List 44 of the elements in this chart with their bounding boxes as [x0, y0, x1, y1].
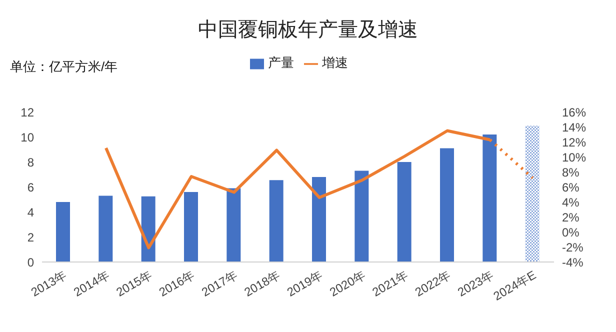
- bar: [56, 202, 70, 262]
- bar: [525, 126, 540, 262]
- y-axis-title: 单位：亿平方米/年: [10, 58, 118, 76]
- bar: [98, 196, 113, 262]
- bar: [312, 177, 326, 262]
- bar: [440, 148, 454, 262]
- y-tick-label: 6: [27, 180, 34, 194]
- bar: [226, 188, 241, 262]
- y-tick-label: 4: [27, 205, 34, 220]
- y2-tick-label: 16%: [562, 105, 586, 120]
- y-tick-label: 12: [20, 105, 34, 120]
- bar: [482, 134, 497, 262]
- y-tick-label: 8: [27, 155, 34, 170]
- x-tick-label: 2021年: [370, 268, 410, 300]
- y2-tick-label: 12%: [562, 135, 586, 150]
- y-tick-label: 10: [20, 130, 34, 144]
- bar: [354, 170, 369, 262]
- bar: [397, 162, 412, 262]
- x-tick-label: 2024年E: [490, 268, 538, 304]
- y2-tick-label: 4%: [562, 195, 580, 210]
- bar: [269, 180, 284, 262]
- legend-label: 增速: [322, 55, 348, 70]
- x-tick-label: 2018年: [242, 268, 282, 300]
- y2-tick-label: -2%: [562, 240, 584, 254]
- x-tick-label: 2015年: [114, 268, 154, 300]
- x-tick-label: 2022年: [412, 268, 454, 300]
- y2-tick-label: 10%: [562, 150, 586, 164]
- y2-tick-label: 6%: [562, 180, 580, 194]
- bar: [184, 192, 198, 262]
- y2-tick-label: -4%: [562, 255, 584, 270]
- y2-tick-label: 8%: [562, 165, 580, 180]
- legend-label: 产量: [268, 55, 294, 70]
- x-tick-label: 2013年: [28, 268, 70, 300]
- x-tick-label: 2014年: [71, 268, 112, 300]
- y-tick-label: 0: [27, 255, 34, 270]
- y2-tick-label: 0%: [562, 225, 580, 240]
- y2-tick-label: 2%: [562, 210, 580, 224]
- x-tick-label: 2019年: [284, 268, 326, 300]
- x-tick-label: 2020年: [327, 268, 368, 300]
- x-tick-label: 2016年: [156, 268, 198, 300]
- chart-title: 中国覆铜板年产量及增速: [197, 18, 419, 43]
- x-tick-label: 2017年: [199, 268, 240, 300]
- y-tick-label: 2: [27, 230, 34, 244]
- y2-tick-label: 14%: [562, 120, 586, 134]
